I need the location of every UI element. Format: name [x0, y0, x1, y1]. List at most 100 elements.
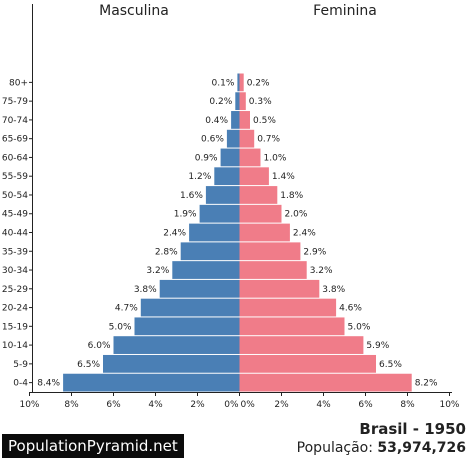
- male-value-label: 1.2%: [188, 172, 211, 182]
- female-value-label: 3.8%: [322, 285, 345, 295]
- female-bar-0-4: [239, 373, 412, 392]
- male-value-label: 0.9%: [195, 153, 218, 163]
- x-tick-label-right: 2%: [274, 400, 289, 410]
- female-value-label: 2.4%: [293, 229, 316, 239]
- population-line: População: 53,974,726: [297, 439, 466, 458]
- female-header: Feminina: [313, 3, 377, 19]
- age-group-label: 40-44: [2, 229, 28, 239]
- chart-title: Brasil - 1950: [359, 420, 466, 438]
- chart-info: Brasil - 1950 População: 53,974,726: [297, 420, 466, 458]
- male-bar-15-19: [134, 317, 240, 336]
- female-bar-65-69: [239, 129, 255, 148]
- x-tick-label-left: 6%: [106, 400, 121, 410]
- female-value-label: 2.0%: [285, 210, 308, 220]
- x-tick-label-right: 8%: [400, 400, 415, 410]
- male-value-label: 4.7%: [115, 304, 138, 314]
- x-tick-label-left: 0%: [224, 400, 239, 410]
- female-bar-5-9: [239, 354, 376, 373]
- male-value-label: 0.1%: [212, 78, 235, 88]
- male-value-label: 0.2%: [209, 97, 232, 107]
- female-value-label: 0.7%: [257, 135, 280, 145]
- age-group-label: 80+: [9, 78, 28, 88]
- female-value-label: 1.4%: [272, 172, 295, 182]
- x-tick-label-right: 4%: [316, 400, 331, 410]
- male-bar-65-69: [226, 129, 240, 148]
- male-bar-5-9: [103, 354, 240, 373]
- male-header: Masculina: [99, 3, 169, 19]
- male-value-label: 6.5%: [77, 360, 100, 370]
- male-value-label: 1.9%: [174, 210, 197, 220]
- female-bar-30-34: [239, 261, 307, 279]
- female-bar-45-49: [239, 204, 282, 223]
- population-value: 53,974,726: [377, 440, 466, 456]
- male-bar-20-24: [140, 298, 240, 317]
- male-bar-70-74: [231, 111, 240, 129]
- male-value-label: 5.0%: [109, 322, 132, 332]
- female-value-label: 1.0%: [264, 153, 287, 163]
- male-bar-10-14: [113, 336, 240, 354]
- age-group-label: 35-39: [2, 247, 28, 257]
- female-bar-40-44: [239, 223, 290, 242]
- female-value-label: 0.2%: [247, 78, 270, 88]
- male-bar-40-44: [189, 223, 240, 242]
- x-tick-label-left: 4%: [148, 400, 163, 410]
- female-value-label: 2.9%: [303, 247, 326, 257]
- female-value-label: 0.5%: [253, 116, 276, 126]
- male-value-label: 8.4%: [37, 379, 60, 389]
- age-group-label: 15-19: [2, 322, 28, 332]
- female-value-label: 1.8%: [280, 191, 303, 201]
- population-label: População:: [296, 440, 373, 456]
- male-bar-25-29: [159, 279, 240, 298]
- x-tick-label-right: 10%: [439, 400, 459, 410]
- male-value-label: 6.0%: [88, 341, 111, 351]
- female-bar-10-14: [239, 336, 364, 354]
- male-bar-30-34: [172, 261, 240, 279]
- population-pyramid-chart: Masculina Feminina 8.4% 8.2% 6.5% 6.5% 6.0% 5…: [2, 3, 460, 410]
- age-group-label: 10-14: [2, 341, 28, 351]
- female-value-label: 4.6%: [339, 304, 362, 314]
- site-logo[interactable]: PopulationPyramid.net: [2, 434, 184, 458]
- male-value-label: 0.4%: [205, 116, 228, 126]
- female-bar-35-39: [239, 242, 301, 261]
- male-bar-60-64: [220, 148, 240, 167]
- x-tick-label-left: 10%: [19, 400, 39, 410]
- age-group-label: 65-69: [2, 135, 28, 145]
- age-group-label: 55-59: [2, 172, 28, 182]
- male-value-label: 3.8%: [134, 285, 157, 295]
- female-value-label: 8.2%: [415, 379, 438, 389]
- female-bar-55-59: [239, 167, 269, 186]
- male-bar-75-79: [235, 92, 240, 111]
- male-value-label: 2.4%: [163, 229, 186, 239]
- male-bar-45-49: [199, 204, 240, 223]
- male-bar-80+: [237, 73, 240, 92]
- male-value-label: 0.6%: [201, 135, 224, 145]
- female-bar-70-74: [239, 111, 250, 129]
- age-group-label: 45-49: [2, 210, 28, 220]
- age-group-label: 25-29: [2, 285, 28, 295]
- female-value-label: 6.5%: [379, 360, 402, 370]
- age-group-label: 50-54: [2, 191, 28, 201]
- age-group-label: 5-9: [13, 360, 28, 370]
- age-group-label: 60-64: [2, 153, 28, 163]
- age-group-label: 70-74: [2, 116, 28, 126]
- male-bar-0-4: [63, 373, 240, 392]
- male-value-label: 3.2%: [146, 266, 169, 276]
- female-bar-75-79: [239, 92, 246, 111]
- male-bar-50-54: [205, 186, 240, 204]
- x-tick-label-left: 8%: [64, 400, 79, 410]
- female-bar-60-64: [239, 148, 261, 167]
- female-value-label: 5.9%: [366, 341, 389, 351]
- female-bar-80+: [239, 73, 244, 92]
- male-bar-35-39: [180, 242, 240, 261]
- age-group-label: 20-24: [2, 304, 28, 314]
- female-bar-50-54: [239, 186, 278, 204]
- female-bar-25-29: [239, 279, 320, 298]
- male-value-label: 1.6%: [180, 191, 203, 201]
- female-value-label: 5.0%: [348, 322, 371, 332]
- age-group-label: 30-34: [2, 266, 28, 276]
- female-bar-15-19: [239, 317, 345, 336]
- female-value-label: 0.3%: [249, 97, 272, 107]
- male-bar-55-59: [214, 167, 240, 186]
- age-group-label: 75-79: [2, 97, 28, 107]
- age-group-label: 0-4: [13, 379, 28, 389]
